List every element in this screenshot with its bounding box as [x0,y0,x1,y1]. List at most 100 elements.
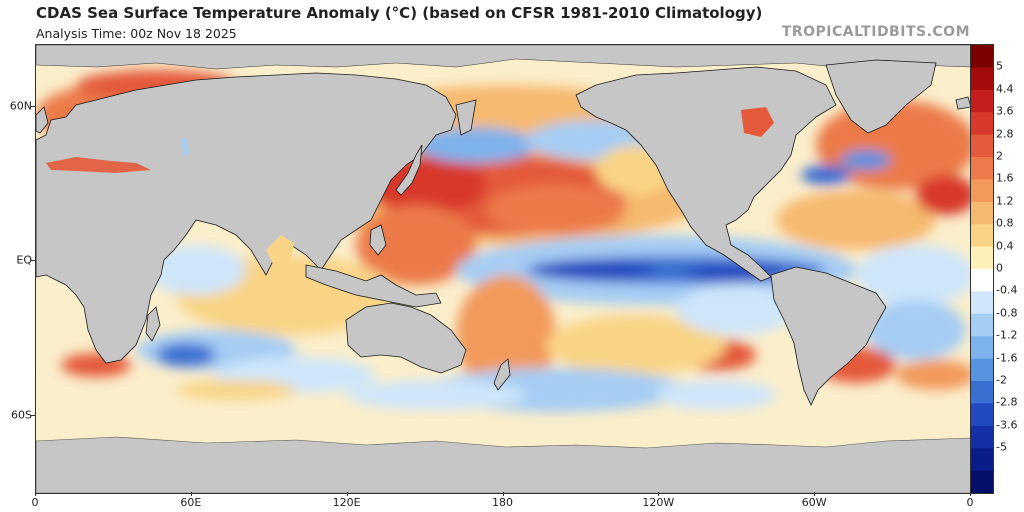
longitude-label: 180 [492,496,513,509]
colorbar-segment [971,470,993,494]
anomaly-patch [686,264,786,282]
longitude-tick [346,492,348,496]
anomaly-patch [916,175,971,215]
colorbar-label: 4.4 [996,82,1014,96]
anomaly-patch [356,205,476,285]
analysis-time: Analysis Time: 00z Nov 18 2025 [36,26,237,41]
colorbar-label: 3.6 [996,104,1014,118]
colorbar-label: -5 [996,440,1007,454]
anomaly-patch [536,260,656,280]
colorbar-segment [971,269,993,292]
greenland-land [825,59,937,134]
japan-land [395,144,423,196]
colorbar-label: 1.6 [996,171,1014,185]
bay-of-bengal [266,235,294,270]
colorbar-label: 5 [996,59,1003,73]
colorbar-segment [971,112,993,136]
iceland-land [955,96,971,110]
colorbar-label: -0.8 [996,306,1018,320]
sst-anomaly-map [35,44,972,494]
anomaly-patch [546,315,726,375]
anomaly-patch [676,285,796,335]
longitude-tick [502,492,504,496]
anomaly-patch [656,380,776,410]
anomaly-patch [776,190,936,250]
anomaly-patch [456,275,556,395]
anomaly-patch [856,245,971,305]
colorbar-segment [971,313,993,337]
colorbar-label: 2 [996,149,1003,163]
anomaly-patch [346,380,526,410]
colorbar-segment [971,224,993,248]
colorbar-label: -3.6 [996,418,1018,432]
colorbar-segment [971,381,993,404]
longitude-label: 120W [642,496,675,509]
colorbar-segment [971,246,993,270]
anomaly-patch [416,127,536,163]
colorbar-label: -2.8 [996,395,1018,409]
hudson-bay [741,107,774,137]
colorbar-label: 0 [996,261,1003,275]
colorbar-segment [971,201,993,225]
latitude-tick [30,105,35,107]
longitude-tick [814,492,816,496]
anomaly-patch [841,150,891,170]
colorbar [970,44,994,494]
longitude-tick [190,492,192,496]
longitude-label: 0 [31,496,39,509]
longitude-label: 120E [332,496,361,509]
map-canvas [36,45,971,493]
south-america-land [770,266,887,406]
colorbar-label: -1.6 [996,351,1018,365]
philippines-land [369,224,387,256]
longitude-tick [35,492,36,496]
colorbar-segment [971,89,993,113]
anomaly-patch [146,245,246,295]
latitude-tick [30,260,35,262]
colorbar-segment [971,358,993,382]
colorbar-segment [971,403,993,427]
colorbar-label: 0.8 [996,216,1014,230]
new-zealand-land [493,358,511,391]
mediterranean-sea [46,157,151,173]
colorbar-segment [971,157,993,180]
colorbar-label: -1.2 [996,328,1018,342]
colorbar-scale [971,45,993,494]
colorbar-label: -0.4 [996,283,1018,297]
anomaly-patch [176,380,296,400]
colorbar-label: 2.8 [996,127,1014,141]
colorbar-segment [971,336,993,360]
colorbar-segment [971,45,993,68]
colorbar-segment [971,134,993,158]
colorbar-label: 1.2 [996,194,1014,208]
colorbar-label: -2 [996,373,1007,387]
longitude-label: 0 [966,496,974,509]
colorbar-segment [971,179,993,203]
antarctica-land [36,436,971,493]
colorbar-segment [971,291,993,315]
anomaly-patch [896,360,971,390]
kamchatka-land [455,99,477,136]
anomaly-patch [801,165,851,185]
longitude-label: 60E [180,496,202,509]
latitude-label: 60N [9,99,32,113]
uk-land [36,106,49,134]
latitude-label: EQ [16,253,32,267]
longitude-tick [970,492,971,496]
anomaly-patch [866,300,966,360]
caspian-sea [181,137,189,157]
australia-land [345,302,467,374]
longitude-tick [658,492,660,496]
latitude-tick [30,414,35,416]
colorbar-label: 0.4 [996,239,1014,253]
eurasia-africa-land [36,72,457,364]
anomaly-patch [486,185,626,235]
longitude-label: 60W [801,496,827,509]
anomaly-patch [156,343,216,367]
colorbar-segment [971,448,993,472]
maritime-continent-land [305,264,442,308]
map-title: CDAS Sea Surface Temperature Anomaly (°C… [36,4,763,22]
latitude-label: 60S [11,408,32,422]
colorbar-segment [971,67,993,91]
madagascar-land [145,306,161,342]
